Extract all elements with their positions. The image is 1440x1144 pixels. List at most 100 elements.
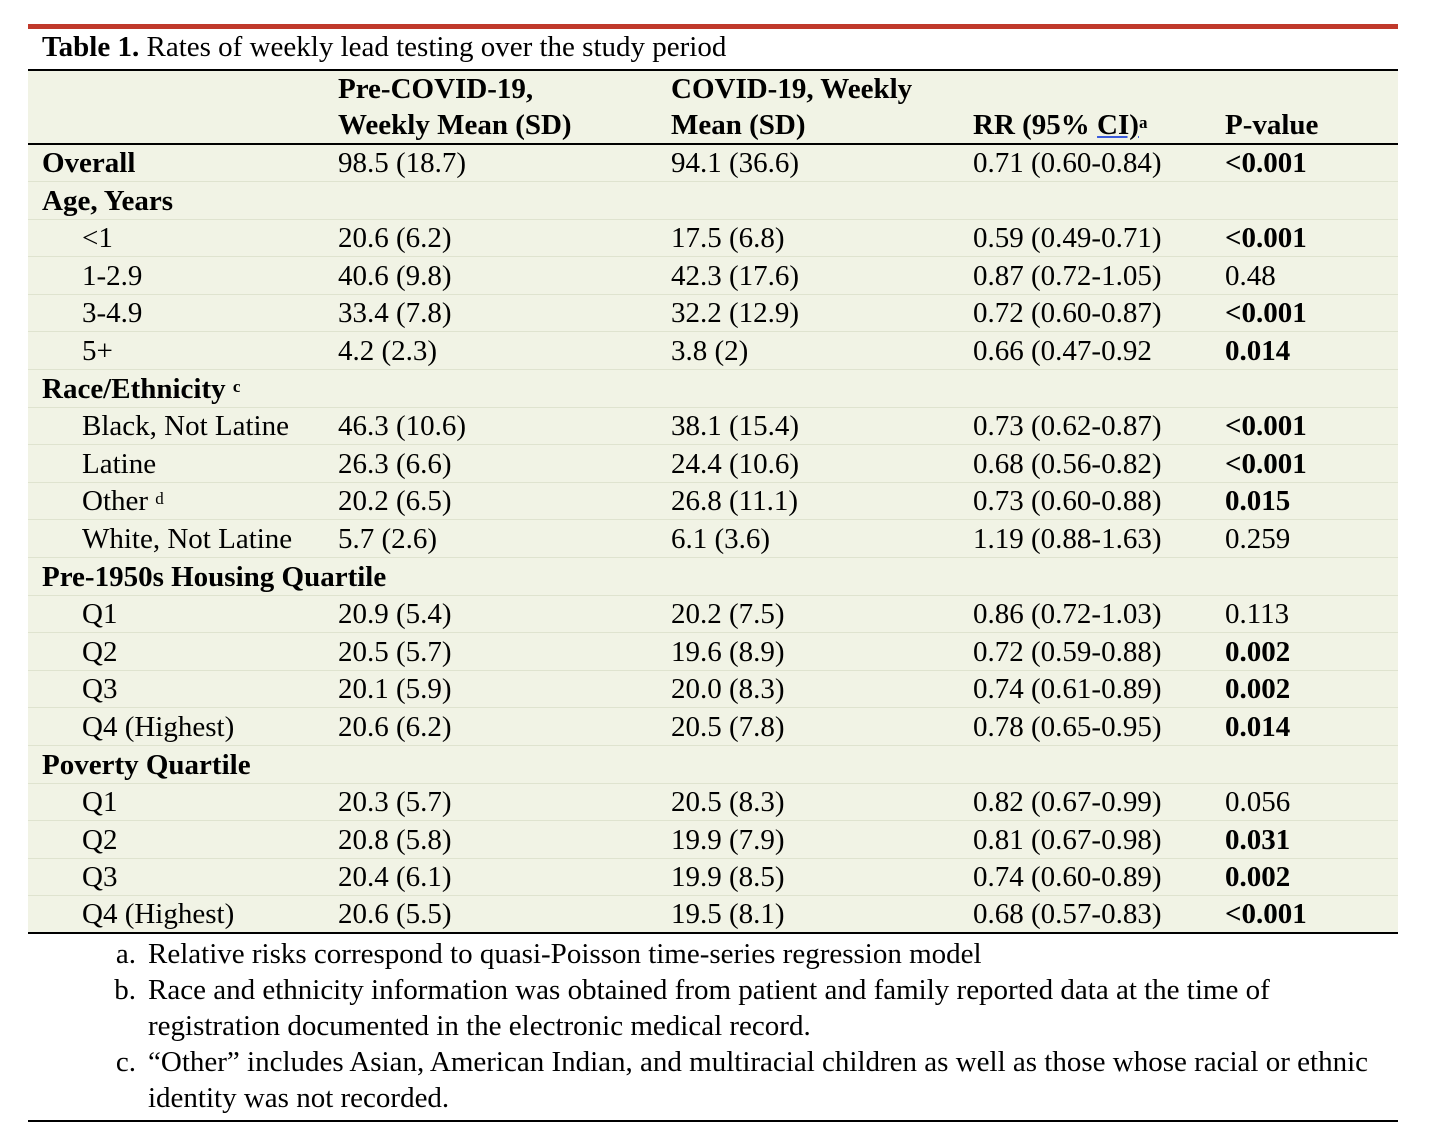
pre-covid-value: 20.5 (5.7)	[338, 632, 671, 671]
rr-value: 0.74 (0.60-0.89)	[973, 858, 1225, 897]
group-row: Race/Ethnicity c	[28, 369, 1398, 408]
rr-value: 0.66 (0.47-0.92	[973, 331, 1225, 371]
footnote-label: c.	[115, 1046, 136, 1079]
table-row: Q4 (Highest) 20.6 (6.2) 20.5 (7.8) 0.78 (0.…	[28, 707, 1398, 746]
footnote-label: a.	[115, 938, 136, 971]
row-label: Race/Ethnicity c	[28, 369, 338, 408]
row-label: 3-4.9	[28, 294, 338, 333]
table-row: Q2 20.8 (5.8) 19.9 (7.9) 0.81 (0.67-0.98) 0.…	[28, 820, 1398, 859]
table-row: Q3 20.4 (6.1) 19.9 (8.5) 0.74 (0.60-0.89) 0.…	[28, 858, 1398, 897]
p-value: 0.002	[1225, 858, 1398, 897]
header-row: Pre-COVID-19, Weekly Mean (SD) COVID-19, …	[28, 69, 1398, 145]
table-row: Latine 26.3 (6.6) 24.4 (10.6) 0.68 (0.56-0.…	[28, 444, 1398, 483]
covid-value: 24.4 (10.6)	[671, 444, 973, 483]
rr-value	[973, 745, 1225, 784]
rr-value: 1.19 (0.88-1.63)	[973, 519, 1225, 559]
covid-value: 20.5 (8.3)	[671, 783, 973, 822]
pre-covid-value: 40.6 (9.8)	[338, 256, 671, 295]
p-value: 0.031	[1225, 820, 1398, 859]
rr-value: 0.72 (0.60-0.87)	[973, 294, 1225, 333]
row-label: Q4 (Highest)	[28, 895, 338, 935]
covid-value: 20.2 (7.5)	[671, 595, 973, 634]
footnote-item: a. Relative risks correspond to quasi-Poi…	[28, 936, 1398, 972]
covid-value: 19.9 (7.9)	[671, 820, 973, 859]
table-row: 5+ 4.2 (2.3) 3.8 (2) 0.66 (0.47-0.92 0.014	[28, 331, 1398, 371]
footnote-text: Race and ethnicity information was obtai…	[148, 974, 1270, 1043]
row-label: Q2	[28, 820, 338, 859]
pre-covid-value	[338, 745, 671, 784]
rr-value: 0.59 (0.49-0.71)	[973, 219, 1225, 258]
row-label: Q4 (Highest)	[28, 707, 338, 746]
header-rr: RR (95% CI)a	[973, 69, 1225, 145]
table-row: Q1 20.3 (5.7) 20.5 (8.3) 0.82 (0.67-0.99) 0.…	[28, 783, 1398, 822]
header-empty	[28, 69, 338, 145]
covid-value	[671, 369, 973, 408]
row-label: White, Not Latine	[28, 519, 338, 559]
row-label: Q1	[28, 783, 338, 822]
table-row: Q1 20.9 (5.4) 20.2 (7.5) 0.86 (0.72-1.03) 0.…	[28, 595, 1398, 634]
rr-value: 0.68 (0.57-0.83)	[973, 895, 1225, 935]
row-label: Other d	[28, 482, 338, 521]
footnote-item: b. Race and ethnicity information was obt…	[28, 972, 1398, 1044]
p-value	[1225, 181, 1398, 220]
footnote-text: Relative risks correspond to quasi-Poiss…	[148, 938, 982, 971]
p-value: 0.014	[1225, 331, 1398, 371]
p-value: 0.113	[1225, 595, 1398, 634]
table-row: Other d 20.2 (6.5) 26.8 (11.1) 0.73 (0.60-0…	[28, 482, 1398, 521]
header-covid: COVID-19, Weekly Mean (SD)	[671, 69, 973, 145]
table-row: White, Not Latine 5.7 (2.6) 6.1 (3.6) 1.19 …	[28, 519, 1398, 559]
footnote-text: “Other” includes Asian, American Indian,…	[148, 1046, 1368, 1115]
rr-value: 0.71 (0.60-0.84)	[973, 144, 1225, 183]
row-label: <1	[28, 219, 338, 258]
covid-value: 38.1 (15.4)	[671, 407, 973, 446]
rr-value: 0.74 (0.61-0.89)	[973, 670, 1225, 709]
covid-value: 6.1 (3.6)	[671, 519, 973, 559]
rr-value	[973, 181, 1225, 220]
covid-value: 26.8 (11.1)	[671, 482, 973, 521]
p-value: 0.056	[1225, 783, 1398, 822]
pre-covid-value	[338, 557, 671, 596]
covid-value	[671, 557, 973, 596]
p-value	[1225, 369, 1398, 408]
pre-covid-value: 20.1 (5.9)	[338, 670, 671, 709]
pre-covid-value: 26.3 (6.6)	[338, 444, 671, 483]
table-body: Overall 98.5 (18.7) 94.1 (36.6) 0.71 (0.60-…	[28, 144, 1398, 935]
footnote-marker: d	[155, 489, 164, 509]
row-label: Latine	[28, 444, 338, 483]
pre-covid-value: 20.4 (6.1)	[338, 858, 671, 897]
pre-covid-value	[338, 181, 671, 220]
p-value: <0.001	[1225, 407, 1398, 446]
footnote-label: b.	[114, 974, 136, 1007]
rr-value: 0.87 (0.72-1.05)	[973, 256, 1225, 295]
covid-value: 94.1 (36.6)	[671, 144, 973, 183]
row-label: Pre-1950s Housing Quartile	[28, 557, 386, 596]
table-row: 1-2.9 40.6 (9.8) 42.3 (17.6) 0.87 (0.72-1.0…	[28, 256, 1398, 295]
rr-value	[973, 369, 1225, 408]
row-label: Q1	[28, 595, 338, 634]
pre-covid-value	[338, 369, 671, 408]
covid-value: 3.8 (2)	[671, 331, 973, 371]
table-container: Table 1. Rates of weekly lead testing ov…	[28, 24, 1398, 1123]
row-label: Black, Not Latine	[28, 407, 338, 446]
pre-covid-value: 20.8 (5.8)	[338, 820, 671, 859]
table-row: Q2 20.5 (5.7) 19.6 (8.9) 0.72 (0.59-0.88) 0.…	[28, 632, 1398, 671]
covid-value	[671, 745, 973, 784]
rr-value: 0.72 (0.59-0.88)	[973, 632, 1225, 671]
table-footnotes: a. Relative risks correspond to quasi-Poi…	[28, 934, 1398, 1116]
p-value: 0.002	[1225, 670, 1398, 709]
p-value: <0.001	[1225, 144, 1398, 183]
bottom-rule	[28, 1120, 1398, 1123]
p-value: <0.001	[1225, 294, 1398, 333]
rr-value: 0.73 (0.60-0.88)	[973, 482, 1225, 521]
covid-value: 20.5 (7.8)	[671, 707, 973, 746]
rr-value	[973, 557, 1225, 596]
table-row: Q4 (Highest) 20.6 (5.5) 19.5 (8.1) 0.68 (0.…	[28, 895, 1398, 935]
covid-value: 19.9 (8.5)	[671, 858, 973, 897]
covid-value	[671, 181, 973, 220]
row-label: Q3	[28, 670, 338, 709]
covid-value: 42.3 (17.6)	[671, 256, 973, 295]
row-label: Poverty Quartile	[28, 745, 338, 784]
rr-value: 0.82 (0.67-0.99)	[973, 783, 1225, 822]
rr-value: 0.78 (0.65-0.95)	[973, 707, 1225, 746]
p-value: 0.259	[1225, 519, 1398, 559]
